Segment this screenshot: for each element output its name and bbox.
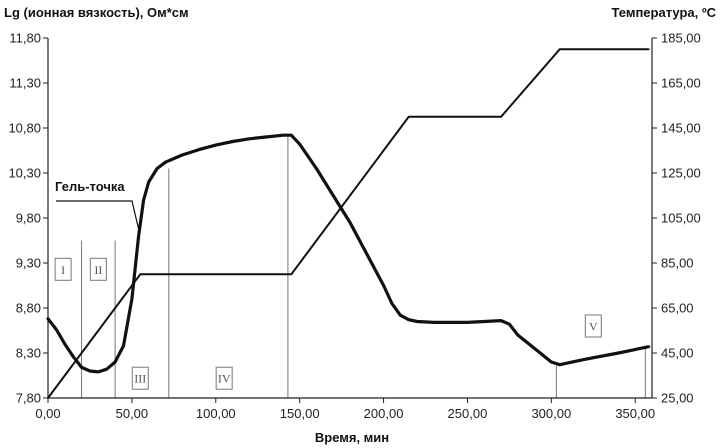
y-right-tick-label: 145,00	[661, 121, 701, 136]
y-right-tick-label: 45,00	[661, 346, 694, 361]
phase-label: I	[61, 263, 65, 277]
x-tick-label: 150,00	[280, 406, 320, 421]
y-left-tick-label: 10,30	[8, 166, 41, 181]
gel-point-label: Гель-точка	[55, 179, 125, 194]
viscosity-series-line	[46, 133, 651, 374]
y-right-tick-label: 185,00	[661, 31, 701, 46]
y-left-tick-label: 9,80	[16, 211, 41, 226]
x-tick-label: 300,00	[531, 406, 571, 421]
right-axis-title: Температура, ºС	[611, 5, 716, 20]
x-tick-label: 0,00	[35, 406, 60, 421]
x-tick-label: 50,00	[116, 406, 149, 421]
y-left-tick-label: 10,80	[8, 121, 41, 136]
gel-point-leader	[56, 200, 140, 233]
phase-label: V	[589, 320, 598, 334]
x-tick-label: 200,00	[364, 406, 404, 421]
y-right-tick-label: 125,00	[661, 166, 701, 181]
temperature-series-line	[47, 48, 650, 399]
left-axis-title: Lg (ионная вязкость), Ом*см	[4, 5, 189, 20]
y-right-tick-label: 25,00	[661, 391, 694, 406]
phase-box	[89, 257, 107, 281]
gel-point-annotation: Гель-точка	[55, 179, 140, 233]
phase-label: IV	[218, 372, 231, 386]
y-right-tick-label: 165,00	[661, 76, 701, 91]
phase-boundaries	[81, 135, 646, 398]
y-left-tick-label: 9,30	[16, 256, 41, 271]
y-right-tick-label: 65,00	[661, 301, 694, 316]
x-tick-label: 350,00	[615, 406, 655, 421]
y-right-tick-label: 85,00	[661, 256, 694, 271]
x-tick-label: 100,00	[196, 406, 236, 421]
x-tick-label: 250,00	[448, 406, 488, 421]
phase-box	[584, 314, 602, 338]
x-axis-title: Время, мин	[315, 430, 389, 445]
y-left-tick-label: 11,80	[9, 31, 41, 46]
series	[46, 48, 651, 399]
phase-box	[54, 257, 72, 281]
y-left-tick-label: 8,80	[16, 301, 41, 316]
y-left-tick-label: 8,30	[16, 346, 41, 361]
phase-label: II	[94, 263, 102, 277]
axes: 0,00 50,00 100,00 150,00 200,00 250,00 300,00 3…	[8, 31, 700, 422]
y-left-tick-label: 7,80	[16, 391, 41, 406]
y-right-tick-label: 105,00	[661, 211, 701, 226]
y-left-tick-label: 11,30	[9, 76, 41, 91]
phase-box	[215, 366, 233, 390]
phase-box	[131, 366, 149, 390]
phase-label: III	[134, 372, 146, 386]
